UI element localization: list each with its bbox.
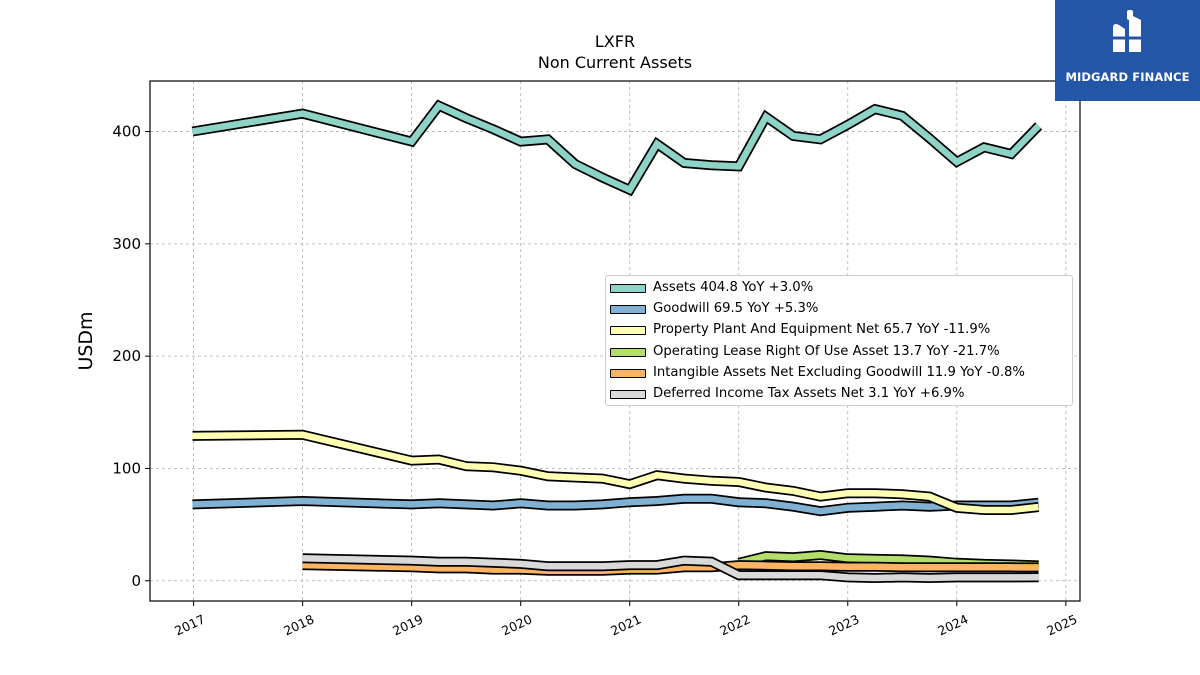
series-line-0: [191, 101, 1041, 195]
legend-label: Assets 404.8 YoY +3.0%: [653, 280, 814, 295]
x-tick-label: 2024: [935, 611, 970, 638]
legend-label: Goodwill 69.5 YoY +5.3%: [653, 301, 819, 317]
series-line-4: [302, 561, 1039, 574]
y-tick-label: 300: [112, 235, 141, 253]
y-tick-label: 400: [112, 123, 141, 141]
legend-item: Goodwill 69.5 YoY +5.3%: [606, 300, 1072, 321]
legend-label: Operating Lease Right Of Use Asset 13.7 …: [653, 343, 1000, 359]
x-tick-label: 2019: [390, 611, 425, 638]
chart-subtitle: Non Current Assets: [537, 53, 693, 72]
legend-item: Operating Lease Right Of Use Asset 13.7 …: [606, 343, 1072, 364]
legend-swatch: [610, 347, 646, 357]
y-axis-label: USDm: [75, 311, 97, 370]
legend-swatch: [610, 284, 646, 293]
legend-swatch: [610, 326, 646, 336]
x-tick-label: 2025: [1044, 611, 1079, 638]
x-tick-label: 2021: [608, 611, 643, 638]
brand-name: MIDGARD FINANCE: [1065, 70, 1190, 84]
legend-item: Property Plant And Equipment Net 65.7 Yo…: [606, 321, 1072, 342]
legend-swatch: [610, 389, 646, 399]
chart-legend: Assets 404.8 YoY +3.0% Goodwill 69.5 YoY …: [605, 275, 1073, 406]
legend-label: Intangible Assets Net Excluding Goodwill…: [653, 364, 1025, 380]
brand-logo-box: MIDGARD FINANCE: [1055, 0, 1200, 101]
series-layer: [191, 99, 1043, 584]
legend-swatch: [610, 305, 646, 315]
series-line-5: [302, 555, 1039, 582]
x-tick-label: 2017: [172, 611, 207, 638]
y-tick-label: 200: [112, 347, 141, 365]
x-tick-label: 2018: [281, 611, 316, 638]
x-tick-label: 2022: [717, 611, 752, 638]
y-tick-label: 100: [112, 459, 141, 477]
series-line-2: [192, 431, 1039, 514]
legend-swatch: [610, 368, 646, 378]
legend-item: Assets 404.8 YoY +3.0%: [606, 279, 1072, 300]
legend-item: Deferred Income Tax Assets Net 3.1 YoY +…: [606, 385, 1072, 406]
legend-label: Deferred Income Tax Assets Net 3.1 YoY +…: [653, 385, 965, 401]
plot-frame: [149, 80, 1081, 602]
midgard-logo-icon: [1111, 10, 1143, 53]
y-tick-label: 0: [131, 572, 141, 590]
x-tick-label: 2023: [826, 611, 861, 638]
legend-item: Intangible Assets Net Excluding Goodwill…: [606, 364, 1072, 385]
series-line-1: [192, 495, 1039, 515]
chart-title: LXFR: [594, 32, 636, 51]
legend-label: Property Plant And Equipment Net 65.7 Yo…: [653, 322, 991, 338]
x-tick-label: 2020: [499, 611, 534, 638]
